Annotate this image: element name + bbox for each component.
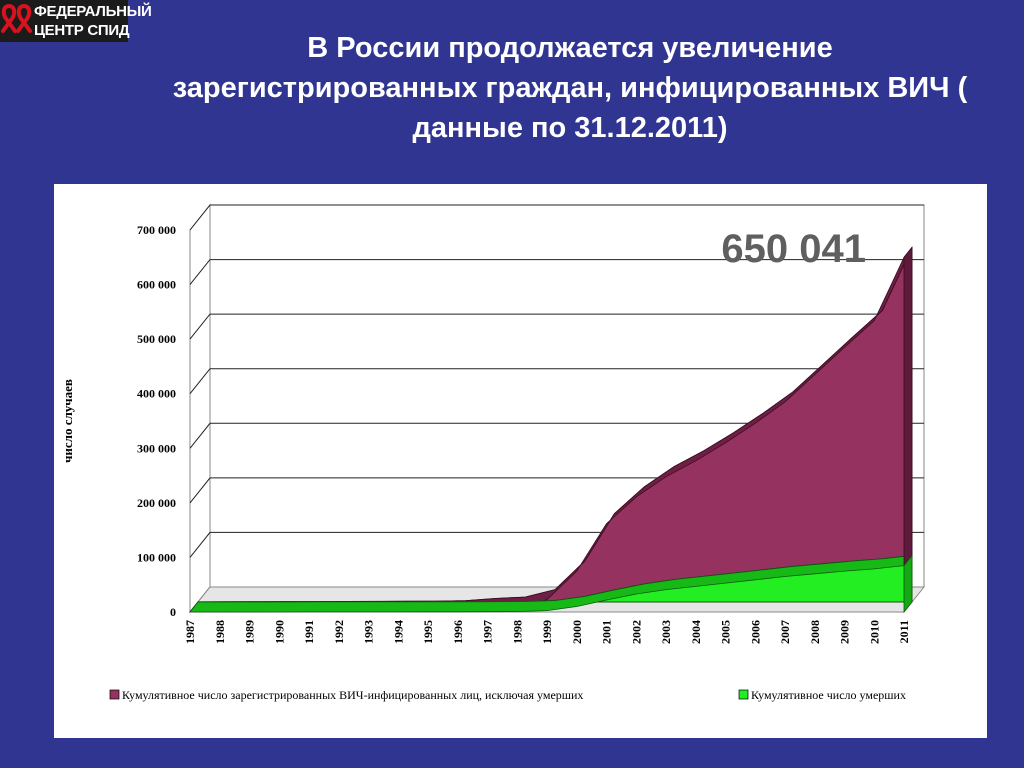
logo: ФЕДЕРАЛЬНЫЙ ЦЕНТР СПИД	[0, 0, 152, 44]
y-tick-label: 0	[170, 605, 176, 619]
x-tick-label: 1991	[302, 620, 316, 644]
series-deceased-side	[903, 554, 913, 614]
x-tick-label: 2010	[867, 620, 881, 644]
title-line1: В России продолжается увеличение	[307, 32, 833, 64]
x-tick-label: 1988	[213, 620, 227, 644]
legend-label-living: Кумулятивное число зарегистрированных ВИ…	[122, 688, 583, 702]
x-tick-label: 1993	[362, 620, 376, 644]
x-tick-label: 2006	[748, 620, 762, 644]
y-tick-label: 400 000	[137, 387, 176, 401]
logo-line2: ЦЕНТР СПИД	[34, 22, 130, 39]
x-tick-label: 2005	[719, 620, 733, 644]
y-tick-label: 700 000	[137, 223, 176, 237]
aids-ribbon-icon	[1, 4, 32, 33]
x-tick-label: 2001	[600, 620, 614, 644]
logo-line1: ФЕДЕРАЛЬНЫЙ	[34, 3, 152, 20]
chart-panel: 0 100 000 200 000 300 000 400 000 500 000 600 …	[54, 184, 987, 738]
gridline	[189, 368, 924, 395]
legend-swatch-deceased	[738, 689, 749, 700]
y-tick-label: 600 000	[137, 278, 176, 292]
x-tick-label: 1995	[421, 620, 435, 644]
x-tick-label: 2009	[838, 620, 852, 644]
slide-title: В России продолжается увеличение зарегис…	[150, 28, 990, 148]
x-tick-label: 2007	[778, 620, 792, 644]
x-tick-label: 1992	[332, 620, 346, 644]
x-tick-label: 2003	[659, 620, 673, 644]
gridline	[189, 313, 924, 340]
x-tick-label: 1987	[183, 620, 197, 644]
x-tick-label: 1996	[451, 620, 465, 644]
legend-swatch-living	[109, 689, 120, 700]
logo-text: ФЕДЕРАЛЬНЫЙ ЦЕНТР СПИД	[34, 0, 152, 44]
y-tick-label: 100 000	[137, 550, 176, 564]
x-tick-label: 2008	[808, 620, 822, 644]
y-tick-label: 300 000	[137, 441, 176, 455]
x-tick-label: 2000	[570, 620, 584, 644]
y-tick-label: 200 000	[137, 496, 176, 510]
chart-side-wall	[189, 203, 211, 614]
y-axis-label: число случаев	[60, 379, 75, 463]
total-annotation: 650 041	[721, 227, 866, 271]
x-tick-label: 1999	[540, 620, 554, 644]
x-tick-label: 2002	[629, 620, 643, 644]
x-tick-label: 2004	[689, 620, 703, 644]
title-line2: зарегистрированных граждан, инфицированн…	[172, 72, 968, 104]
series-living-side	[903, 246, 913, 567]
legend-label-deceased: Кумулятивное число умерших	[751, 688, 906, 702]
gridline	[189, 422, 924, 449]
x-tick-label: 1997	[481, 620, 495, 644]
x-tick-label: 1994	[391, 620, 405, 644]
x-tick-label: 1998	[510, 620, 524, 644]
gridline	[189, 259, 924, 285]
y-tick-label: 500 000	[137, 332, 176, 346]
x-tick-label: 1989	[243, 620, 257, 644]
x-tick-label: 1990	[272, 620, 286, 644]
hiv-area-chart: 0 100 000 200 000 300 000 400 000 500 000 600 …	[60, 203, 926, 702]
title-line3: данные по 31.12.2011)	[412, 112, 728, 144]
x-tick-label: 2011	[897, 620, 911, 643]
gridline	[189, 204, 924, 231]
